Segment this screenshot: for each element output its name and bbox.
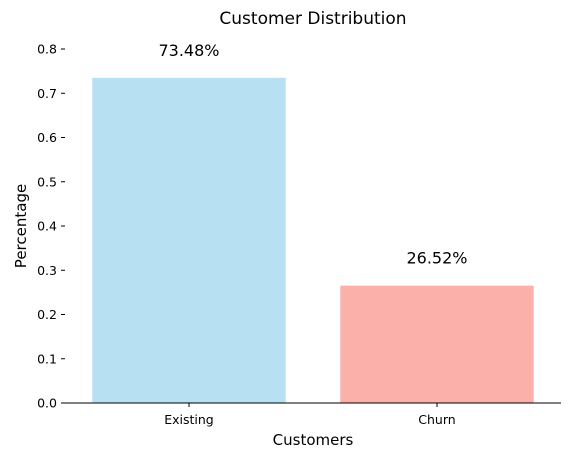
x-tick-label: Churn: [418, 412, 455, 427]
y-axis-title: Percentage: [12, 184, 30, 268]
y-axis: 0.0 0.1 0.2 0.3 0.4 0.5 0.6 0.7 0.8: [37, 42, 65, 411]
x-axis: Existing Churn: [65, 402, 561, 427]
x-axis-title: Customers: [273, 431, 354, 449]
y-tick-label: 0.5: [37, 174, 57, 189]
y-tick-label: 0.3: [37, 263, 57, 278]
x-tick-label: Existing: [164, 412, 214, 427]
y-tick-label: 0.7: [37, 86, 57, 101]
bar-existing: [92, 77, 286, 403]
y-tick-label: 0.0: [37, 396, 57, 411]
bar-churn: [340, 285, 534, 403]
data-label: 73.48%: [158, 41, 219, 60]
y-tick-label: 0.1: [37, 351, 57, 366]
chart-title: Customer Distribution: [219, 9, 406, 29]
y-tick-label: 0.2: [37, 307, 57, 322]
y-tick-label: 0.6: [37, 130, 57, 145]
y-tick-label: 0.4: [37, 219, 57, 234]
data-label: 26.52%: [406, 249, 467, 268]
y-tick-label: 0.8: [37, 42, 57, 57]
bars-group: 73.48% 26.52%: [92, 41, 534, 403]
